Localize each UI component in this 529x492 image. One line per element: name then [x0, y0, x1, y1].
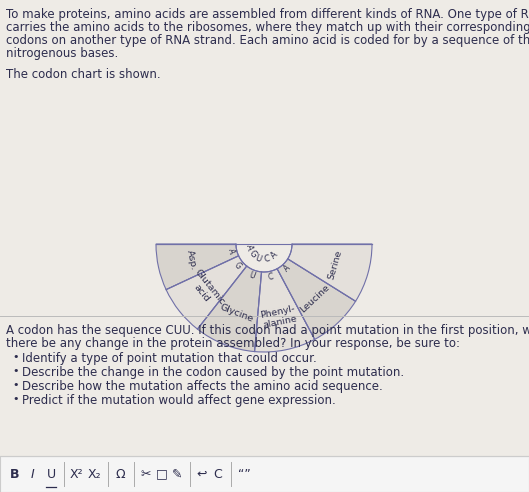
Bar [0, 456, 529, 492]
Text: X₂: X₂ [87, 467, 101, 481]
Text: A: A [226, 247, 236, 254]
Text: Ω: Ω [115, 467, 125, 481]
Text: A: A [244, 244, 254, 251]
Text: U: U [47, 467, 56, 481]
Text: Identify a type of point mutation that could occur.: Identify a type of point mutation that c… [22, 352, 317, 365]
Text: C: C [214, 467, 222, 481]
Text: •: • [12, 394, 19, 404]
Text: Describe how the mutation affects the amino acid sequence.: Describe how the mutation affects the am… [22, 380, 383, 393]
Text: •: • [12, 366, 19, 376]
Text: Glutamic
acid: Glutamic acid [185, 268, 226, 313]
Text: codons on another type of RNA strand. Each amino acid is coded for by a sequence: codons on another type of RNA strand. Ea… [6, 34, 529, 47]
Text: I: I [31, 467, 35, 481]
Text: X²: X² [69, 467, 83, 481]
Text: Serine: Serine [327, 248, 344, 280]
Text: Predict if the mutation would affect gene expression.: Predict if the mutation would affect gen… [22, 394, 336, 407]
Text: U: U [254, 253, 263, 264]
Wedge shape [156, 244, 239, 290]
Wedge shape [197, 266, 261, 352]
Text: Describe the change in the codon caused by the point mutation.: Describe the change in the codon caused … [22, 366, 404, 379]
Text: Glycine: Glycine [218, 303, 255, 324]
Text: A: A [282, 264, 292, 274]
Text: Leucine: Leucine [298, 282, 331, 314]
Text: Phenyl-
alanine: Phenyl- alanine [260, 304, 298, 330]
Wedge shape [288, 244, 372, 301]
Wedge shape [254, 269, 315, 352]
Text: C: C [267, 273, 274, 282]
Text: G: G [247, 248, 258, 259]
Text: •: • [12, 352, 19, 362]
Text: ✎: ✎ [172, 467, 183, 481]
Text: B: B [10, 467, 20, 481]
Text: “”: “” [238, 467, 250, 481]
Text: ✂: ✂ [141, 467, 151, 481]
Text: The codon chart is shown.: The codon chart is shown. [6, 68, 161, 81]
Text: C: C [263, 254, 271, 264]
Text: U: U [248, 271, 256, 281]
Text: Asp.: Asp. [185, 249, 198, 271]
Text: ↩: ↩ [197, 467, 207, 481]
Text: •: • [12, 380, 19, 390]
Text: carries the amino acids to the ribosomes, where they match up with their corresp: carries the amino acids to the ribosomes… [6, 21, 529, 34]
Text: G: G [232, 260, 243, 271]
Text: To make proteins, amino acids are assembled from different kinds of RNA. One typ: To make proteins, amino acids are assemb… [6, 8, 529, 21]
Text: there be any change in the protein assembled? In your response, be sure to:: there be any change in the protein assem… [6, 337, 460, 350]
Wedge shape [166, 256, 247, 329]
Text: □: □ [156, 467, 168, 481]
Text: A: A [269, 250, 280, 261]
Wedge shape [277, 259, 355, 339]
Text: nitrogenous bases.: nitrogenous bases. [6, 47, 118, 60]
Text: A codon has the sequence CUU. If this codon had a point mutation in the first po: A codon has the sequence CUU. If this co… [6, 324, 529, 337]
